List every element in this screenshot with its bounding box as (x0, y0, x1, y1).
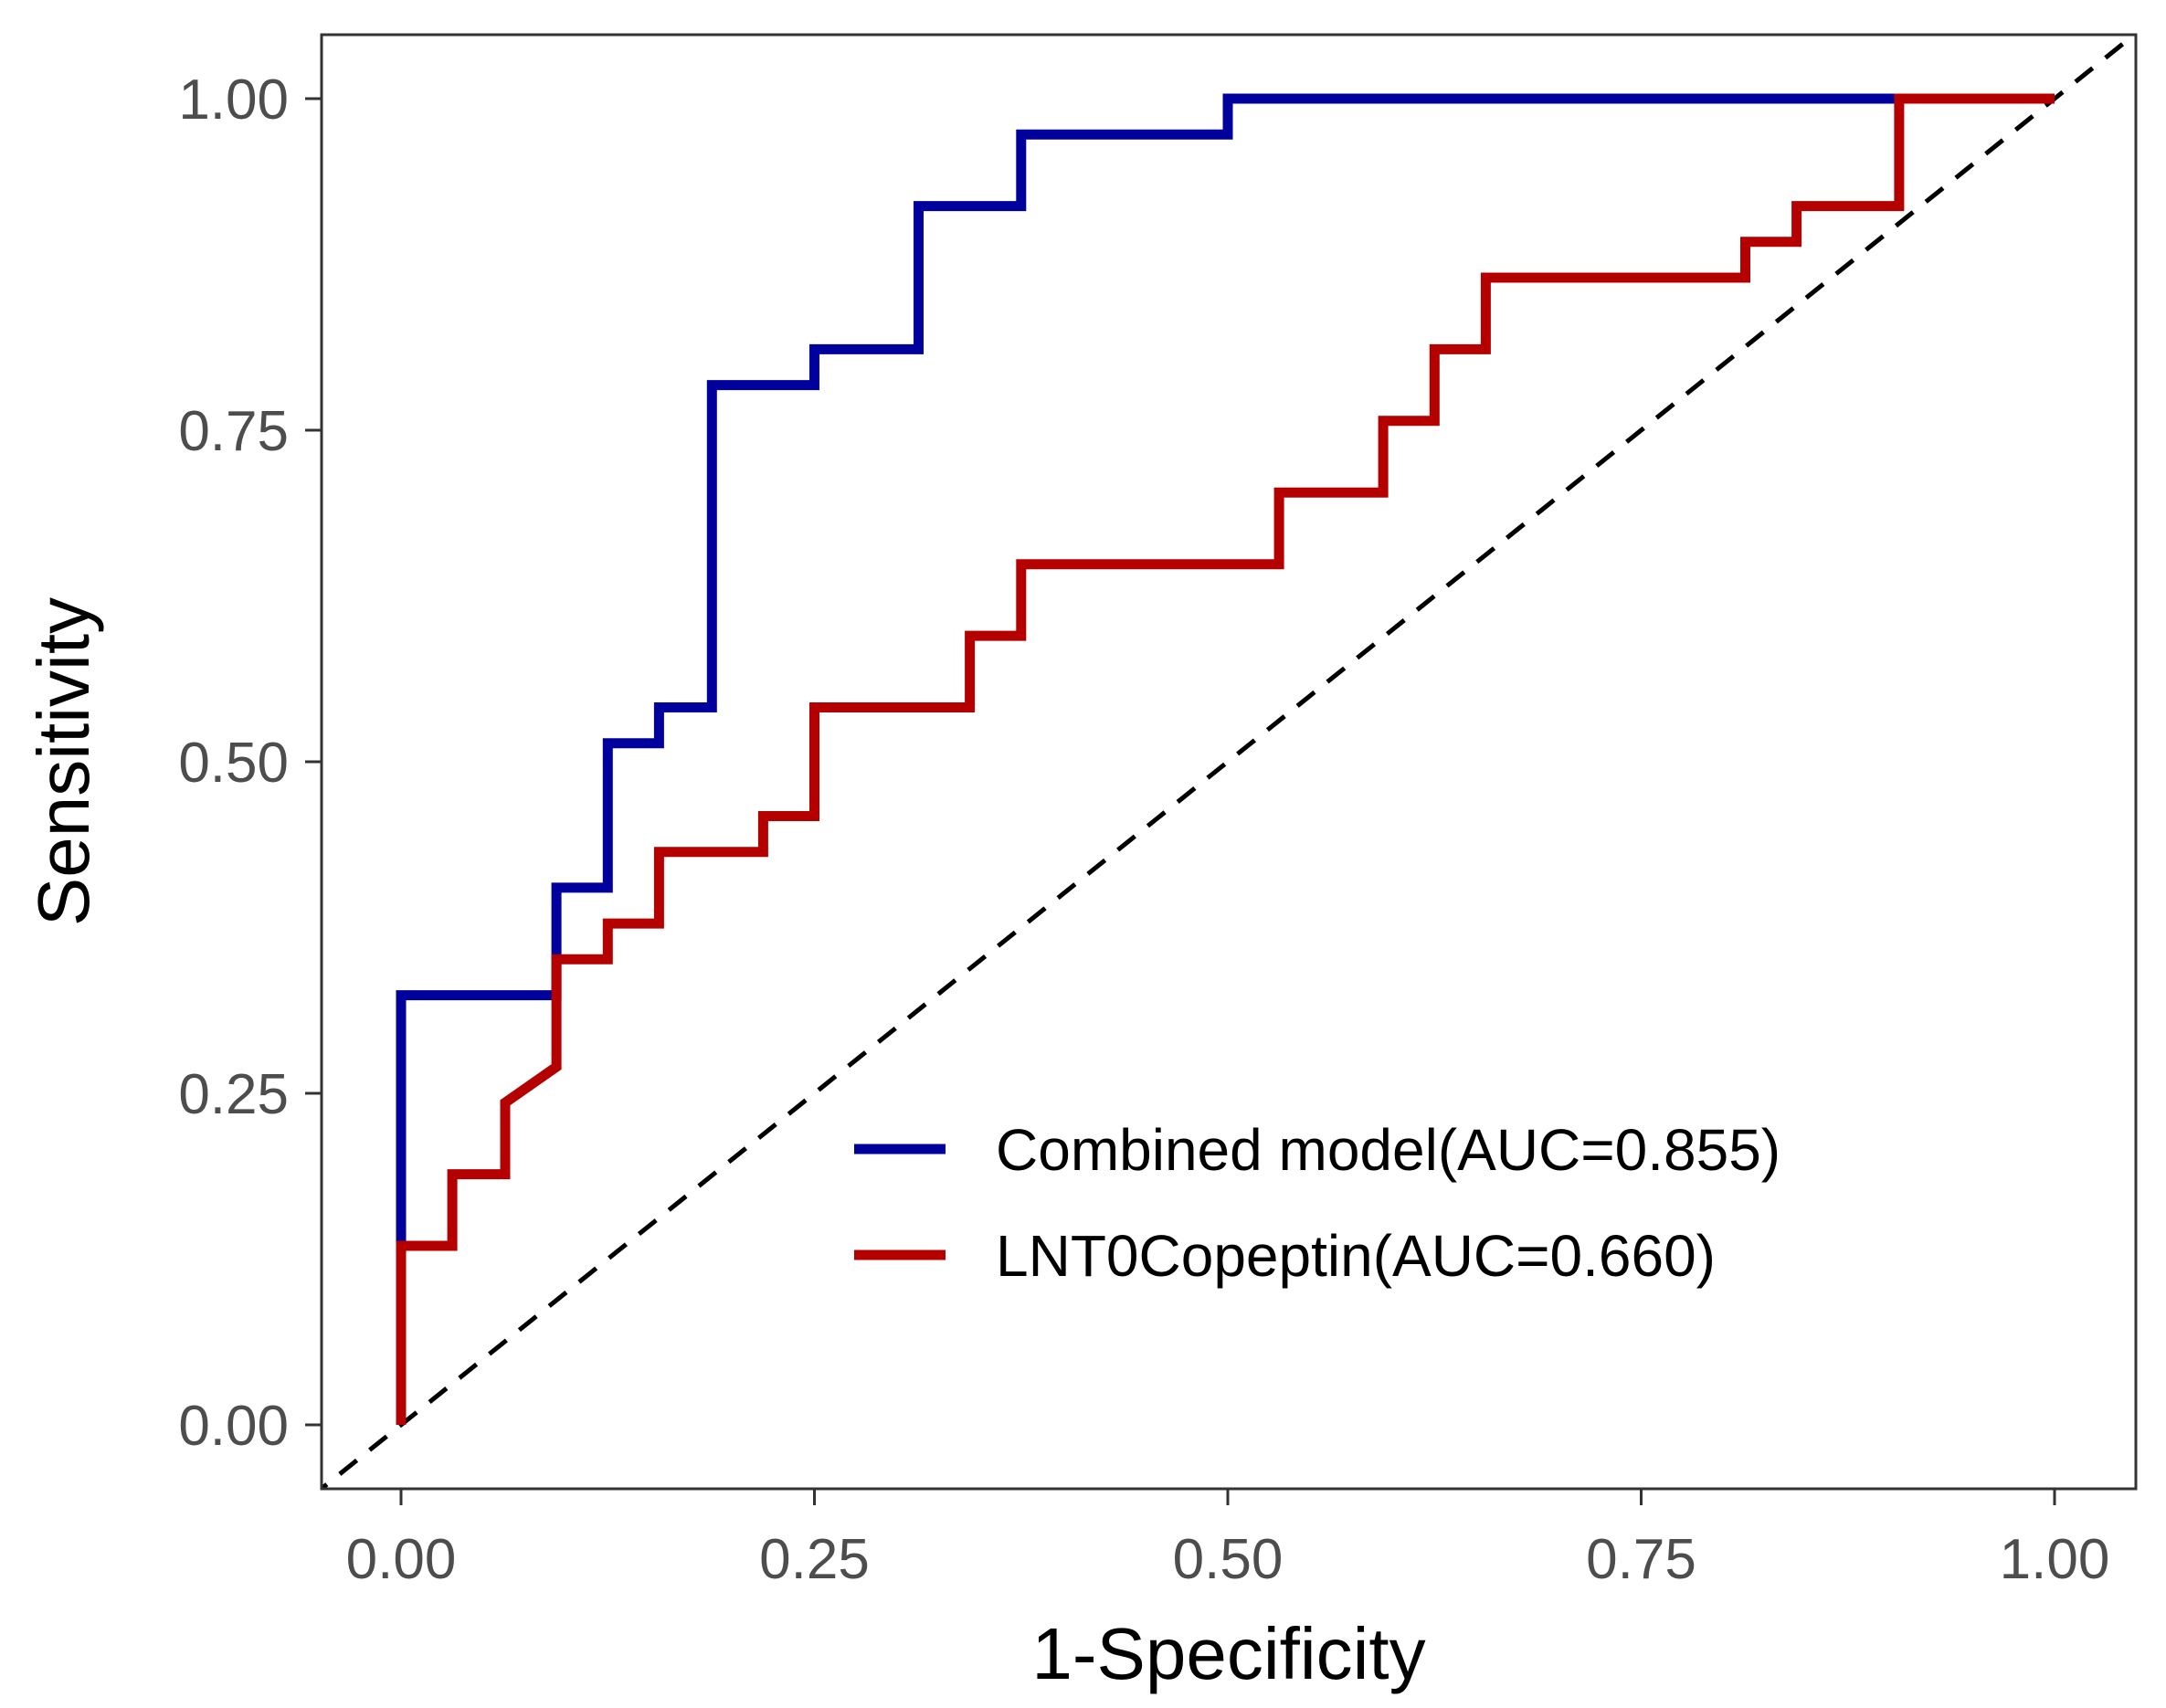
plot-panel-border (320, 33, 2138, 1491)
legend: Combined model(AUC=0.855) LNT0Copeptin(AU… (854, 1117, 1780, 1289)
x-tick-label: 0.50 (1173, 1528, 1284, 1591)
legend-label-2: LNT0Copeptin(AUC=0.660) (996, 1223, 1716, 1289)
y-axis-title: Sensitivity (23, 597, 104, 926)
x-tick-label: 1.00 (2000, 1528, 2110, 1591)
x-axis-title: 1-Specificity (1031, 1613, 1425, 1694)
y-tick-label: 1.00 (178, 69, 289, 132)
series-line-2 (396, 93, 2055, 1425)
series-layer (396, 93, 2055, 1425)
y-tick-label: 0.50 (178, 732, 289, 795)
y-tick-label: 0.75 (178, 400, 289, 463)
x-tick-label: 0.25 (759, 1528, 870, 1591)
x-axis: 0.00 0.25 0.50 0.75 1.00 (346, 1489, 2110, 1591)
y-tick-label: 0.00 (178, 1395, 289, 1458)
legend-label-1: Combined model(AUC=0.855) (996, 1117, 1780, 1183)
x-tick-label: 0.00 (346, 1528, 457, 1591)
y-axis: 0.00 0.25 0.50 0.75 1.00 (178, 69, 322, 1458)
series-line-1 (396, 93, 2055, 1425)
reference-diagonal-line (322, 35, 2136, 1489)
y-tick-label: 0.25 (178, 1063, 289, 1126)
x-tick-label: 0.75 (1586, 1528, 1696, 1591)
